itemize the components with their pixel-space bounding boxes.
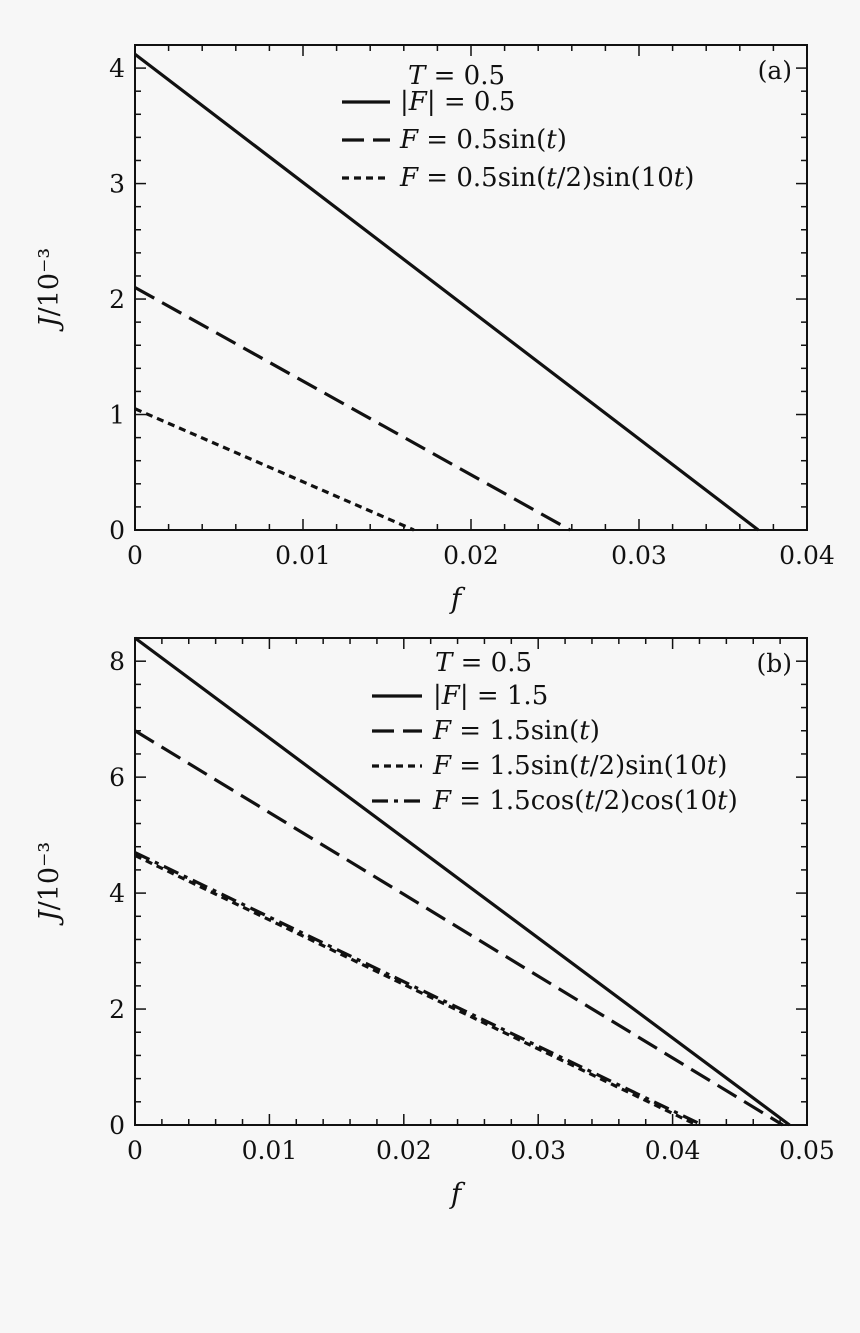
x-tick-label: 0: [127, 541, 143, 570]
x-tick-label: 0.04: [645, 1136, 701, 1165]
y-tick-label: 0: [109, 516, 125, 545]
plot-frame: [134, 44, 808, 531]
y-tick-label: 8: [109, 647, 125, 676]
x-tick-label: 0: [127, 1136, 143, 1165]
series-line-dashed: [134, 286, 571, 532]
y-tick-label: 4: [109, 54, 125, 83]
legend-title: T = 0.5: [408, 61, 505, 91]
y-tick-label: 0: [109, 1111, 125, 1140]
chart-panel-a: 0 0.01 0.02 0.03 0.04 0 1 2 3 4 f J/10⁻³ (a) T = 0.5|…: [34, 44, 835, 615]
x-tick-label: 0.02: [443, 541, 499, 570]
x-tick-label: 0.05: [779, 1136, 835, 1165]
y-tick-label: 4: [109, 879, 125, 908]
legend-entry-label: F = 1.5sin(t): [432, 716, 600, 746]
legend-entry-label: |F| = 1.5: [433, 681, 548, 711]
x-tick-label: 0.01: [275, 541, 331, 570]
series-line-solid: [134, 636, 791, 1127]
x-tick-label: 0.02: [376, 1136, 432, 1165]
y-axis-label: J/10⁻³: [34, 248, 65, 332]
y-axis-label: J/10⁻³: [34, 842, 65, 926]
panel-label: (b): [756, 649, 792, 678]
y-tick-label: 1: [109, 401, 125, 430]
legend-entry-label: F = 0.5sin(t): [399, 125, 567, 155]
plot-frame: [134, 637, 808, 1126]
chart-panel-b: 0 0.01 0.02 0.03 0.04 0.05 0 2 4 6 8 f J/10⁻³ (b) T = …: [34, 636, 835, 1210]
series-line-solid: [134, 52, 760, 532]
x-tick-label: 0.03: [611, 541, 667, 570]
x-tick-label: 0.01: [242, 1136, 298, 1165]
legend-entry-label: F = 0.5sin(t/2)sin(10t): [399, 163, 694, 193]
y-tick-label: 2: [109, 285, 125, 314]
legend-entry-label: F = 1.5sin(t/2)sin(10t): [432, 751, 727, 781]
legend-title: T = 0.5: [435, 648, 532, 678]
legend-entry-label: F = 1.5cos(t/2)cos(10t): [432, 786, 738, 816]
series-line-dashdot: [134, 851, 703, 1127]
y-tick-label: 2: [109, 995, 125, 1024]
y-tick-label: 6: [109, 763, 125, 792]
x-tick-label: 0.03: [510, 1136, 566, 1165]
legend-entry-label: |F| = 0.5: [400, 87, 515, 117]
x-tick-label: 0.04: [779, 541, 835, 570]
y-tick-label: 3: [109, 170, 125, 199]
panel-label: (a): [758, 56, 792, 85]
series-line-dotted: [134, 853, 698, 1127]
series-line-dashed: [134, 729, 784, 1127]
series-line-dotted: [134, 407, 415, 532]
x-axis-label: f: [449, 582, 466, 615]
x-axis-label: f: [449, 1177, 466, 1210]
